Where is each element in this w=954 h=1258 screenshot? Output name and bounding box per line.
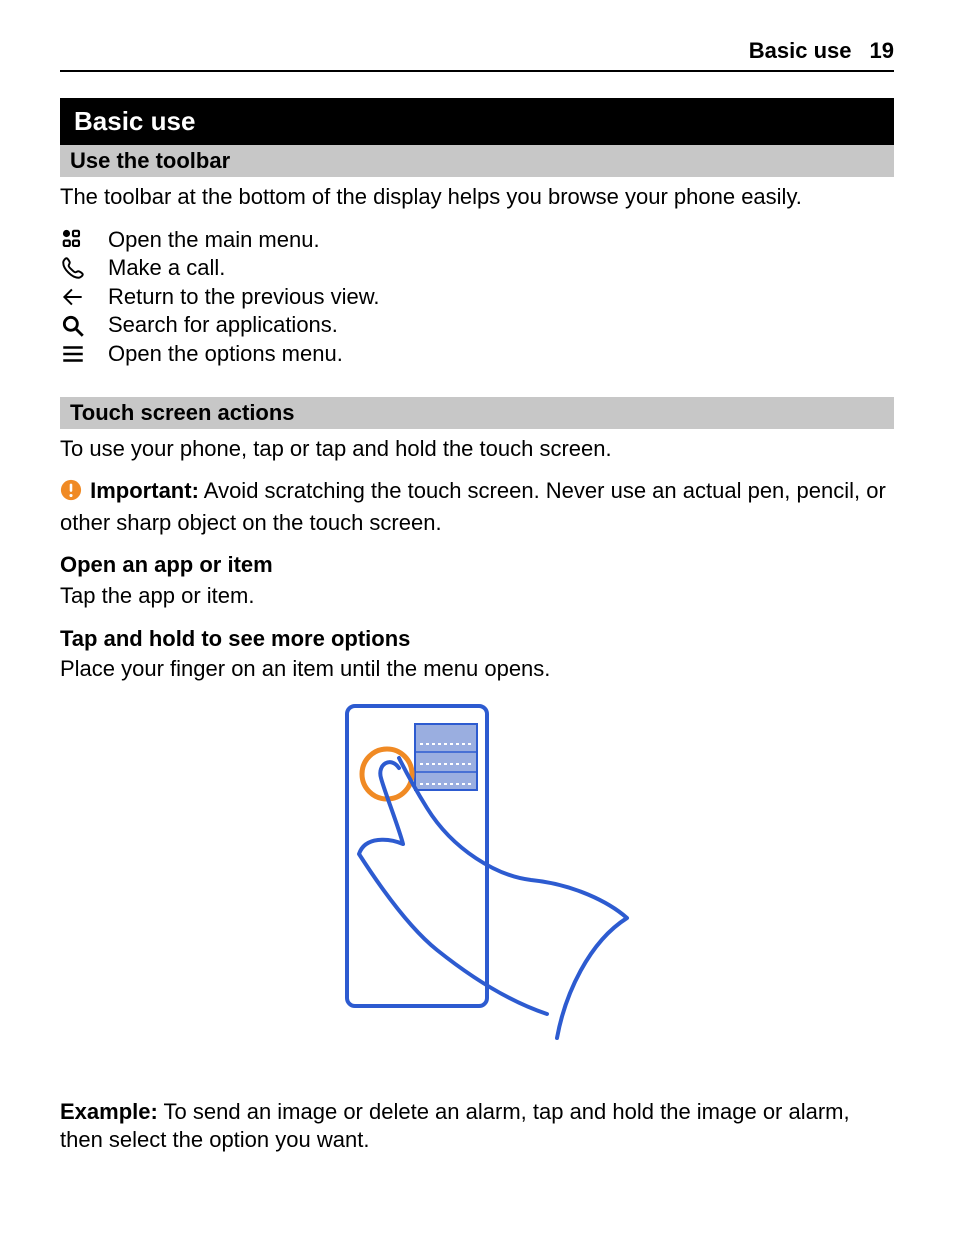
toolbar-icon-list: Open the main menu. Make a call. Return … — [60, 226, 894, 369]
toolbar-row-back: Return to the previous view. — [60, 283, 894, 312]
toolbar-row-call: Make a call. — [60, 254, 894, 283]
toolbar-row-options: Open the options menu. — [60, 340, 894, 369]
subsection-title-hold: Tap and hold to see more options — [60, 625, 894, 654]
subsection-text-hold: Place your finger on an item until the m… — [60, 655, 894, 684]
important-note: Important: Avoid scratching the touch sc… — [60, 477, 894, 537]
important-icon — [60, 479, 82, 509]
menu-grid-icon — [60, 227, 108, 253]
chapter-title: Basic use — [60, 98, 894, 145]
subsection-title-open: Open an app or item — [60, 551, 894, 580]
example-note: Example: To send an image or delete an a… — [60, 1098, 894, 1155]
toolbar-row-label: Open the options menu. — [108, 340, 343, 369]
back-arrow-icon — [60, 284, 108, 310]
phone-icon — [60, 255, 108, 281]
subsection-text-open: Tap the app or item. — [60, 582, 894, 611]
toolbar-row-search: Search for applications. — [60, 311, 894, 340]
toolbar-row-label: Open the main menu. — [108, 226, 320, 255]
toolbar-intro: The toolbar at the bottom of the display… — [60, 183, 894, 212]
toolbar-row-label: Search for applications. — [108, 311, 338, 340]
running-header-page: 19 — [870, 38, 894, 64]
options-menu-icon — [60, 341, 108, 367]
tap-hold-illustration — [60, 698, 894, 1068]
running-header: Basic use 19 — [60, 38, 894, 72]
toolbar-row-menu: Open the main menu. — [60, 226, 894, 255]
page: Basic use 19 Basic use Use the toolbar T… — [0, 0, 954, 1258]
example-label: Example: — [60, 1099, 158, 1124]
section-heading-toolbar: Use the toolbar — [60, 145, 894, 177]
toolbar-row-label: Return to the previous view. — [108, 283, 379, 312]
example-text: To send an image or delete an alarm, tap… — [60, 1099, 850, 1153]
important-label: Important: — [90, 478, 199, 503]
search-icon — [60, 313, 108, 339]
running-header-section: Basic use — [749, 38, 852, 64]
toolbar-row-label: Make a call. — [108, 254, 225, 283]
section-heading-touch: Touch screen actions — [60, 397, 894, 429]
touch-intro: To use your phone, tap or tap and hold t… — [60, 435, 894, 464]
